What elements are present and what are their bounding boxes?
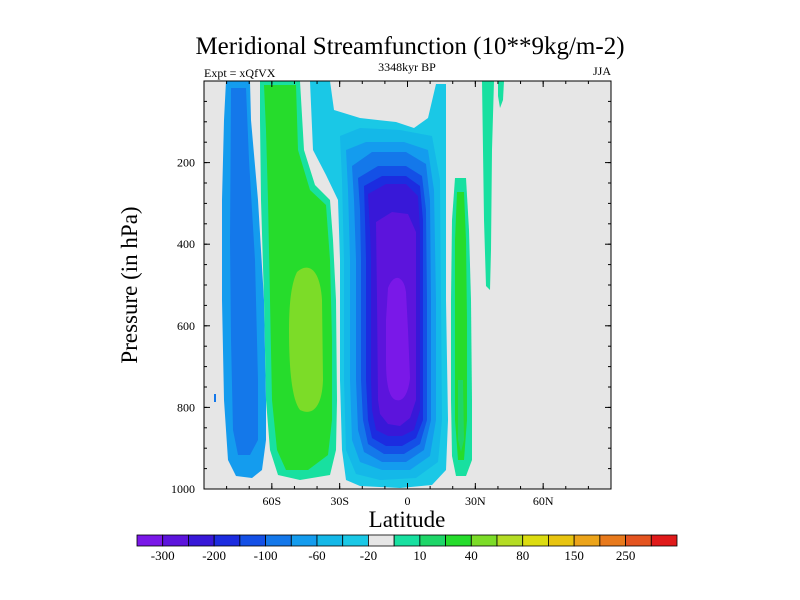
colorbar-swatch <box>188 534 215 547</box>
y-axis-ticks: 200 400 600 800 1000 <box>171 100 611 496</box>
x-tick-label: 0 <box>405 494 411 508</box>
colorbar-swatch <box>290 534 318 547</box>
x-tick-label: 30S <box>330 494 349 508</box>
colorbar-swatch <box>496 534 524 547</box>
y-tick-label: 400 <box>177 237 195 251</box>
colorbar-label: -200 <box>202 548 226 563</box>
x-axis-ticks: 60S 30S 0 30N 60N <box>226 81 589 508</box>
y-tick-label: 200 <box>177 156 195 170</box>
region-north-upper-1 <box>482 81 494 290</box>
colorbar-swatch <box>136 534 164 547</box>
experiment-label: Expt = xQfVX <box>204 66 276 80</box>
contour-fields <box>214 81 504 488</box>
colorbar-swatch <box>342 534 369 547</box>
colorbar-swatch <box>162 534 189 547</box>
x-axis-label: Latitude <box>369 507 446 532</box>
colorbar-label: -300 <box>151 548 175 563</box>
time-label: 3348kyr BP <box>378 60 436 74</box>
colorbar-swatch <box>573 534 601 547</box>
colorbar-label: 80 <box>516 548 529 563</box>
colorbar-swatch <box>470 534 498 547</box>
region-hadley-inner-core <box>386 277 410 401</box>
season-label: JJA <box>593 64 611 78</box>
region-southern-polar-inner <box>230 88 258 455</box>
colorbar-swatch <box>239 534 266 547</box>
x-tick-label: 30N <box>465 494 486 508</box>
region-southern-polar-dot <box>214 394 216 402</box>
y-axis-label: Pressure (in hPa) <box>117 206 142 363</box>
colorbar-label: 40 <box>465 548 478 563</box>
colorbar-swatch <box>599 534 626 547</box>
colorbar-swatch <box>393 534 421 547</box>
colorbar-label: 10 <box>413 548 426 563</box>
colorbar-swatch <box>316 534 344 547</box>
colorbar-swatch <box>419 534 446 547</box>
y-tick-label: 600 <box>177 319 195 333</box>
x-tick-label: 60N <box>533 494 554 508</box>
chart-title: Meridional Streamfunction (10**9kg/m-2) <box>195 33 624 60</box>
x-tick-label: 60S <box>262 494 281 508</box>
region-north-upper-2 <box>498 81 504 108</box>
colorbar-swatch <box>650 534 678 547</box>
colorbar-swatch <box>368 534 395 547</box>
region-north-tropical-inner <box>458 380 464 452</box>
colorbar-label: -100 <box>254 548 278 563</box>
colorbar-label: -60 <box>308 548 325 563</box>
y-tick-label: 800 <box>177 400 195 414</box>
colorbar-label: -20 <box>360 548 377 563</box>
colorbar: -300 -200 -100 -60 -20 10 40 80 150 250 <box>136 534 678 563</box>
colorbar-label: 250 <box>616 548 636 563</box>
colorbar-swatch <box>213 534 241 547</box>
colorbar-swatch <box>265 534 292 547</box>
colorbar-swatch <box>522 534 549 547</box>
colorbar-swatch <box>548 534 575 547</box>
colorbar-swatch <box>625 534 652 547</box>
colorbar-label: 150 <box>564 548 584 563</box>
colorbar-swatch <box>445 534 472 547</box>
region-southern-midlat-core <box>289 267 323 412</box>
y-tick-label: 1000 <box>171 482 195 496</box>
